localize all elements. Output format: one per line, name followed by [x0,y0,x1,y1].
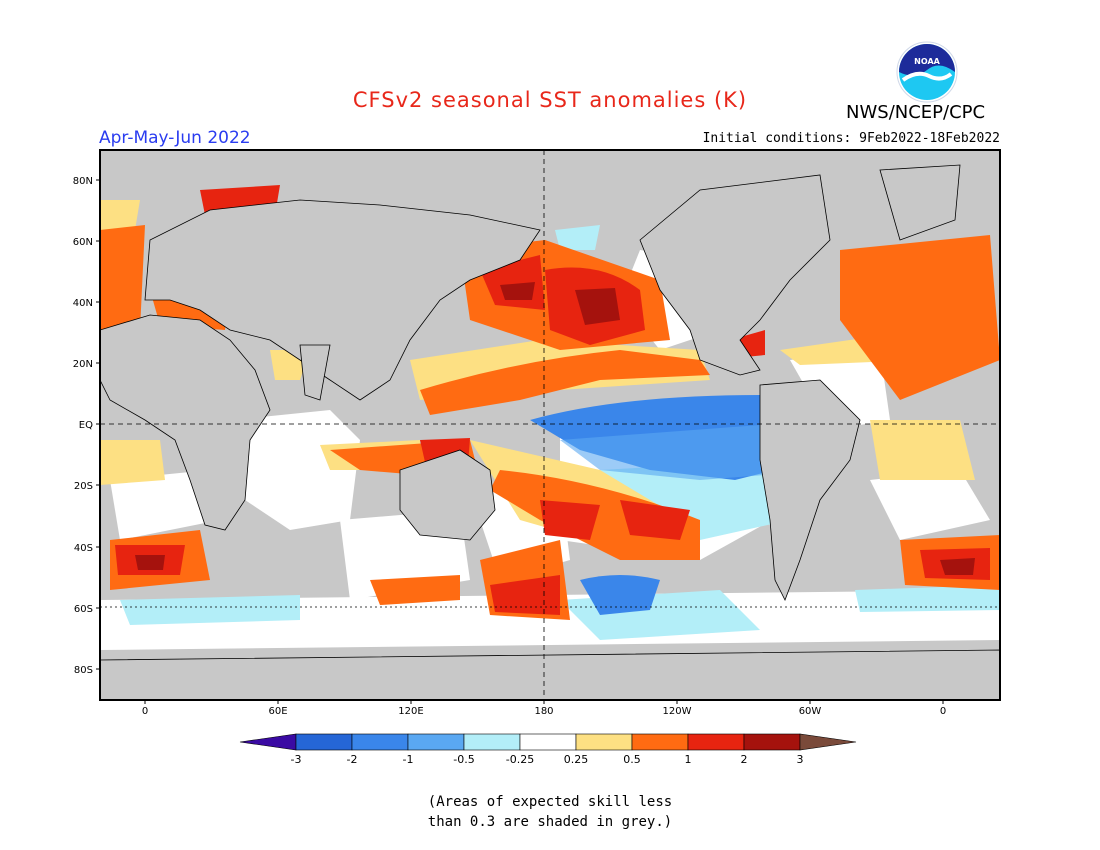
skill-footnote: (Areas of expected skill less than 0.3 a… [0,792,1100,832]
initial-conditions-label: Initial conditions: 9Feb2022-18Feb2022 [702,131,1000,146]
footnote-line-2: than 0.3 are shaded in grey.) [427,814,673,830]
lat-label: 20N [73,359,93,370]
lat-label: 40S [74,543,93,554]
colorbar-label: 2 [741,753,748,766]
lat-label: 20S [74,481,93,492]
lon-label: 120E [398,706,423,717]
colorbar-segment [743,733,801,751]
africa-landmass [100,314,271,531]
lon-label: 0 [940,706,946,717]
lon-label: 60E [268,706,287,717]
lat-label: 60N [73,237,93,248]
longitude-axis: 0 60E 120E 180 120W 60W 0 [142,706,946,717]
india-landmass [299,344,331,401]
colorbar-label: 0.25 [564,753,589,766]
lat-label: 80N [73,176,93,187]
logo-text: NOAA [914,57,940,66]
colorbar-segment [687,733,745,751]
graticule [100,150,1000,700]
lon-label: 120W [663,706,692,717]
chart-title: CFSv2 seasonal SST anomalies (K) [352,88,748,112]
north-america-landmass [639,174,831,376]
noaa-logo: NOAA [896,41,958,103]
colorbar-segment [631,733,689,751]
colorbar-label: 3 [797,753,804,766]
colorbar-label: -0.25 [506,753,534,766]
colorbar-label: -0.5 [453,753,474,766]
south-america-landmass [759,379,861,601]
extreme-positive-anomalies [135,282,975,575]
map-frame [99,149,1001,701]
colorbar: -3 -2 -1 -0.5 -0.25 0.25 0.5 1 2 3 [239,733,857,766]
lat-label: 40N [73,298,93,309]
colorbar-label: -2 [347,753,358,766]
lon-label: 60W [799,706,822,717]
lat-label: 80S [74,665,93,676]
agency-label: NWS/NCEP/CPC [846,102,986,123]
colorbar-label: -3 [291,753,302,766]
greenland-landmass [879,164,961,241]
colorbar-segment [463,733,521,751]
colorbar-end-high [799,733,857,751]
latitude-axis: 80N 60N 40N 20N EQ 20S 40S 60S 80S [73,176,93,676]
colorbar-label: 1 [685,753,692,766]
lat-label: 60S [74,604,93,615]
colorbar-end-low [239,733,297,751]
australia-landmass [399,449,496,541]
colorbar-segment [575,733,633,751]
season-label: Apr-May-Jun 2022 [99,128,251,148]
colorbar-label: -1 [403,753,414,766]
colorbar-segment [351,733,409,751]
lat-label: EQ [79,420,93,431]
eurasia-landmass [144,199,541,401]
antarctica-landmass [100,649,1000,700]
colorbar-segment [295,733,353,751]
footnote-line-1: (Areas of expected skill less [427,794,673,810]
continents [100,164,1000,700]
lon-label: 0 [142,706,148,717]
lon-label: 180 [534,706,553,717]
colorbar-segment [407,733,465,751]
colorbar-segment [519,733,577,751]
colorbar-label: 0.5 [623,753,641,766]
